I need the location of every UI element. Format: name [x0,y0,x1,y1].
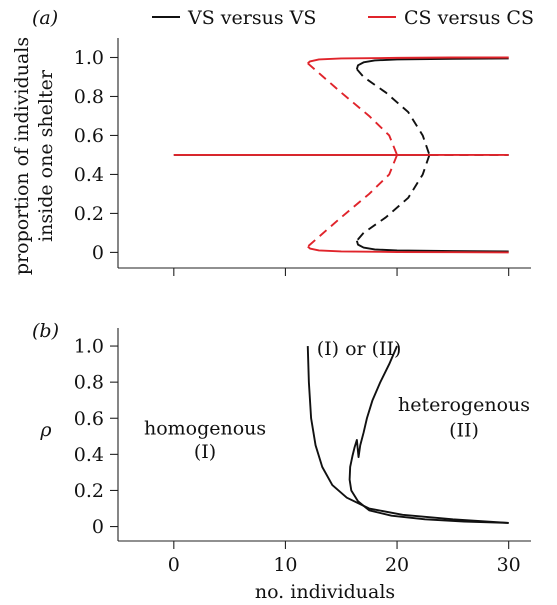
panel-a-ytick-label-0: 0 [92,242,104,264]
panel-a-curves [173,56,509,254]
panel-b-annotation-0: homogenous [144,418,266,440]
panel-a-ytick-label-1: 0.2 [74,203,104,225]
panel-b-ytick-label-4: 0.8 [74,372,104,394]
panel-b-xtick-label-0: 0 [168,554,180,576]
panel-b-xtick-label-1: 10 [273,554,297,576]
panel-label-b: (b) [32,320,59,342]
panel-a-ylabel-line2: inside one shelter [35,69,57,242]
panel-b-ytick-label-5: 1.0 [74,336,104,358]
panel-a-series-1-segment-5 [307,245,509,254]
legend: VS versus VS CS versus CS [152,7,534,29]
panel-a-series-1-segment-4 [307,154,398,248]
panel-a-ytick-label-3: 0.6 [74,125,104,147]
panel-b-xtick-label-2: 20 [385,554,409,576]
panel-b-annotations: homogenous(I) (I) or (II) heterogenous (II) [144,338,530,463]
panel-b-annotation-2: (I) or (II) [317,338,402,360]
panel-b-ylabel: ρ [39,419,52,441]
panel-a-ytick-label-2: 0.4 [74,164,104,186]
legend-label-vs: VS versus VS [187,7,316,29]
panel-label-a: (a) [32,7,58,29]
panel-a-ytick-label-5: 1.0 [74,47,104,69]
legend-label-cs: CS versus CS [404,7,534,29]
panel-b-ytick-label-1: 0.2 [74,480,104,502]
panel-b-annotation-4: (II) [449,419,479,441]
panel-b-xlabel: no. individuals [255,581,395,603]
panel-a-x-ticks [173,268,510,276]
panel-a-series-0-segment-2 [355,57,509,70]
panel-b-x-ticks: 0 10 20 30 [168,541,521,576]
panel-a-series-0-segment-4 [356,154,431,242]
panel-b-annotation-3: heterogenous [398,394,530,416]
panel-b-y-ticks: 0 0.2 0.4 0.6 0.8 1.0 [74,336,118,538]
panel-a-series-0-segment-5 [355,240,509,253]
panel-a-ylabel-line1: proportion of individuals [11,37,33,275]
panel-a-y-ticks: 0 0.2 0.4 0.6 0.8 1.0 [74,47,118,264]
panel-b-ytick-label-2: 0.4 [74,444,104,466]
panel-b-xtick-label-3: 30 [497,554,521,576]
panel-b-series-0-segment-0 [306,346,509,524]
panel-b: (b) ρ 0 0.2 0.4 0.6 0.8 1.0 0 10 20 30 homogenou… [32,320,531,603]
panel-a-series-0-segment-3 [356,68,431,156]
panel-a: (a) proportion of individuals inside one… [11,7,531,276]
panel-b-annotation-1: (I) [194,441,216,463]
panel-b-curves [306,345,509,524]
panel-b-ytick-label-3: 0.6 [74,408,104,430]
panel-b-ytick-label-0: 0 [92,516,104,538]
panel-a-ytick-label-4: 0.8 [74,86,104,108]
panel-a-series-1-segment-2 [307,56,509,65]
panel-b-series-0-segment-1 [348,345,509,524]
panel-a-series-1-segment-3 [307,62,398,156]
